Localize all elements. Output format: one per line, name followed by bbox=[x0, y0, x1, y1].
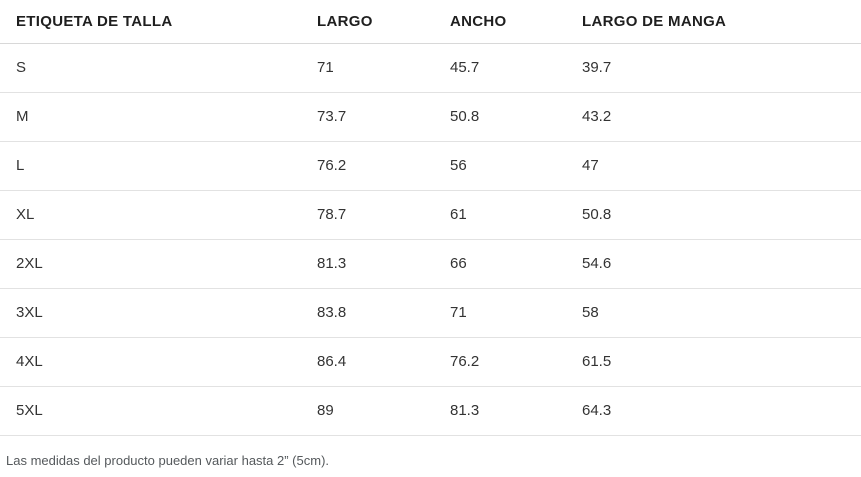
measurement-cell: 56 bbox=[434, 141, 566, 191]
table-header-row: ETIQUETA DE TALLA LARGO ANCHO LARGO DE MANG… bbox=[0, 0, 861, 44]
measurement-cell: 61 bbox=[434, 190, 566, 240]
measurement-cell: 89 bbox=[301, 386, 434, 436]
table-row: 4XL 86.4 76.2 61.5 bbox=[0, 337, 861, 387]
table-header: ETIQUETA DE TALLA LARGO ANCHO LARGO DE MANG… bbox=[0, 0, 861, 44]
size-cell: 2XL bbox=[0, 239, 301, 289]
table-row: L 76.2 56 47 bbox=[0, 141, 861, 191]
measurement-cell: 43.2 bbox=[566, 92, 861, 142]
measurement-cell: 86.4 bbox=[301, 337, 434, 387]
size-cell: 5XL bbox=[0, 386, 301, 436]
size-cell: L bbox=[0, 141, 301, 191]
measurement-cell: 39.7 bbox=[566, 43, 861, 93]
table-row: XL 78.7 61 50.8 bbox=[0, 190, 861, 240]
size-cell: XL bbox=[0, 190, 301, 240]
size-cell: 3XL bbox=[0, 288, 301, 338]
column-header-size: ETIQUETA DE TALLA bbox=[0, 0, 301, 44]
measurement-cell: 71 bbox=[301, 43, 434, 93]
measurement-cell: 54.6 bbox=[566, 239, 861, 289]
table-row: 2XL 81.3 66 54.6 bbox=[0, 239, 861, 289]
measurement-cell: 71 bbox=[434, 288, 566, 338]
size-chart-table: ETIQUETA DE TALLA LARGO ANCHO LARGO DE MANG… bbox=[0, 0, 861, 436]
table-row: 3XL 83.8 71 58 bbox=[0, 288, 861, 338]
table-row: S 71 45.7 39.7 bbox=[0, 43, 861, 93]
size-cell: M bbox=[0, 92, 301, 142]
measurement-cell: 76.2 bbox=[301, 141, 434, 191]
footnote: Las medidas del producto pueden variar h… bbox=[6, 453, 330, 468]
table-row: 5XL 89 81.3 64.3 bbox=[0, 386, 861, 436]
measurement-cell: 58 bbox=[566, 288, 861, 338]
measurement-cell: 73.7 bbox=[301, 92, 434, 142]
measurement-cell: 50.8 bbox=[566, 190, 861, 240]
measurement-cell: 81.3 bbox=[301, 239, 434, 289]
measurement-cell: 50.8 bbox=[434, 92, 566, 142]
size-cell: S bbox=[0, 43, 301, 93]
measurement-cell: 64.3 bbox=[566, 386, 861, 436]
column-header-manga: LARGO DE MANGA bbox=[566, 0, 861, 44]
table-body: S 71 45.7 39.7 M 73.7 50.8 43.2 L 76.2 56 47 XL 78.7 6… bbox=[0, 43, 861, 436]
measurement-cell: 66 bbox=[434, 239, 566, 289]
table-row: M 73.7 50.8 43.2 bbox=[0, 92, 861, 142]
measurement-cell: 78.7 bbox=[301, 190, 434, 240]
measurement-cell: 83.8 bbox=[301, 288, 434, 338]
measurement-cell: 45.7 bbox=[434, 43, 566, 93]
column-header-ancho: ANCHO bbox=[434, 0, 566, 44]
measurement-cell: 76.2 bbox=[434, 337, 566, 387]
measurement-cell: 81.3 bbox=[434, 386, 566, 436]
column-header-largo: LARGO bbox=[301, 0, 434, 44]
measurement-cell: 47 bbox=[566, 141, 861, 191]
measurement-cell: 61.5 bbox=[566, 337, 861, 387]
size-cell: 4XL bbox=[0, 337, 301, 387]
